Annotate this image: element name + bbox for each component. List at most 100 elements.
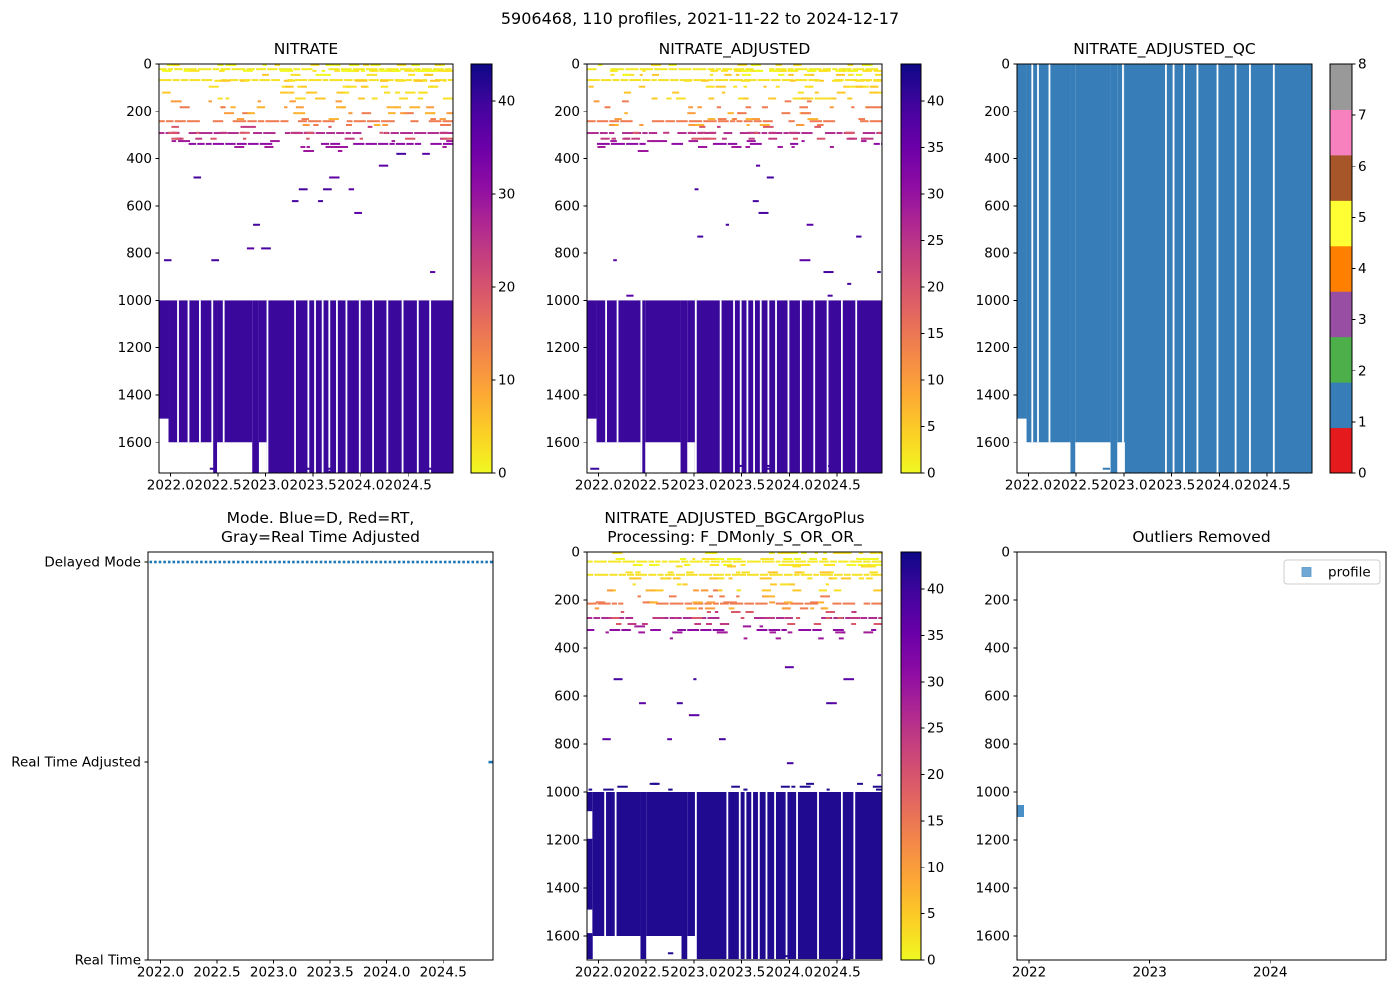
colorbar-tick-label: 1 [1358, 414, 1367, 430]
qc-flag-7 [1330, 109, 1352, 156]
profile-gap [744, 792, 747, 960]
profile-gap [841, 792, 843, 960]
data-block [587, 792, 593, 960]
data-block [645, 300, 681, 443]
profile-gap [1037, 64, 1039, 443]
colorbar-tick-label: 10 [927, 860, 944, 876]
colorbar-tick-label: 30 [498, 187, 515, 203]
delayed-mode-dot [190, 560, 194, 564]
x-tick-label: 2022.5 [623, 478, 670, 494]
data-block [1026, 64, 1071, 443]
y-tick-label: 600 [554, 198, 580, 214]
profile-gap [1031, 64, 1034, 443]
data-block [680, 300, 688, 473]
y-tick-label: 1600 [976, 435, 1010, 451]
mode-tick-label: Delayed Mode [44, 555, 141, 571]
delayed-mode-dot [338, 560, 341, 564]
profile-gap [787, 300, 790, 473]
delayed-mode-dot [218, 560, 222, 564]
profile-gap [853, 792, 856, 960]
colorbar-tick-label: 5 [1358, 210, 1367, 226]
colorbar-tick-label: 15 [927, 813, 944, 829]
delayed-mode-dot [453, 560, 456, 564]
data-block [1075, 64, 1111, 443]
profile-gap [321, 300, 324, 473]
qc-flag-1 [1330, 382, 1352, 429]
delayed-mode-dot [200, 560, 203, 564]
delayed-mode-dot [420, 560, 424, 564]
x-tick-label: 2024 [1253, 965, 1287, 981]
colorbar-tick-label: 0 [927, 466, 936, 482]
profile-gap [746, 300, 749, 473]
qc-flag-5 [1330, 200, 1352, 247]
panel-title: NITRATE [274, 40, 338, 58]
profile-gap [694, 300, 697, 473]
x-tick-label: 2023 [1132, 965, 1166, 981]
delayed-mode-dot [255, 560, 258, 564]
delayed-mode-dot [195, 560, 199, 564]
y-tick-label: 600 [984, 198, 1010, 214]
data-block [1124, 64, 1312, 473]
profile-gap [222, 300, 225, 443]
delayed-mode-dot [365, 560, 369, 564]
y-tick-label: 400 [554, 641, 580, 657]
delayed-mode-dot [384, 560, 387, 564]
profile-gap [386, 300, 389, 473]
axes-frame [1016, 551, 1387, 961]
profile-gap [1272, 64, 1275, 473]
delayed-mode-dot [361, 560, 364, 564]
delayed-mode-dot [379, 560, 383, 564]
legend: profile [1283, 559, 1381, 585]
profile-gap [817, 792, 819, 960]
profile-gap [294, 300, 296, 473]
y-tick-label: 1400 [546, 387, 580, 403]
profile-gap [345, 300, 348, 473]
delayed-mode-dot [466, 560, 470, 564]
profile-gap [1172, 64, 1175, 473]
profile-gap [328, 300, 331, 473]
y-tick-label: 0 [571, 57, 580, 73]
y-tick-label: 400 [984, 151, 1010, 167]
data-block [687, 792, 697, 936]
x-tick-label: 2024.0 [363, 965, 410, 981]
delayed-mode-dot [301, 560, 304, 564]
x-tick-label: 2022.0 [147, 478, 194, 494]
x-tick-label: 2023.5 [718, 965, 765, 981]
delayed-mode-dot [416, 560, 419, 564]
x-tick-label: 2023.0 [250, 965, 297, 981]
nitrate-colorbar: 0 10 20 30 40 [470, 63, 515, 482]
y-tick-label: 600 [554, 689, 580, 705]
panel-title: NITRATE_ADJUSTED_BGCArgoPlus [604, 509, 864, 528]
y-tick-label: 1200 [546, 340, 580, 356]
nitrate-adjusted-bgcargoplus-colorbar: 0 5 10 15 20 25 30 35 40 [900, 551, 944, 969]
delayed-mode-dot [250, 560, 254, 564]
y-tick-label: 600 [984, 689, 1010, 705]
profile-gap [358, 300, 361, 473]
panel-mode: 2022.0 2022.5 2023.0 2023.5 2024.0 2024.5 Dela… [11, 509, 494, 981]
delayed-mode-dot [209, 560, 212, 564]
data-block [687, 300, 695, 443]
colorbar-tick-label: 8 [1358, 57, 1367, 73]
delayed-mode-dot [397, 560, 401, 564]
nitrate-adjusted-colorbar: 0 5 10 15 20 25 30 35 40 [900, 63, 944, 482]
profile-gap [759, 300, 762, 473]
delayed-mode-dot [471, 560, 475, 564]
profile-gap [726, 792, 729, 960]
x-tick-label: 2023.0 [670, 965, 717, 981]
panel-nitrate-adjusted-qc: 2022.0 2022.5 2023.0 2023.5 2024.0 2024.50200… [976, 40, 1367, 494]
delayed-mode-dot [374, 560, 378, 564]
colorbar-tick-label: 15 [927, 326, 944, 342]
panel-title: Outliers Removed [1132, 528, 1270, 546]
x-tick-label: 2022.5 [623, 965, 670, 981]
colorbar-tick-label: 0 [927, 953, 936, 969]
y-tick-label: 800 [984, 246, 1010, 262]
delayed-mode-dot [172, 560, 176, 564]
y-tick-label: 200 [554, 104, 580, 120]
colorbar-tick-label: 5 [927, 906, 936, 922]
x-tick-label: 2023.5 [1148, 478, 1195, 494]
delayed-mode-dot [342, 560, 346, 564]
delayed-mode-dot [485, 560, 488, 564]
delayed-mode-dot [480, 560, 484, 564]
y-tick-label: 200 [984, 104, 1010, 120]
profile-gap [1249, 64, 1251, 473]
